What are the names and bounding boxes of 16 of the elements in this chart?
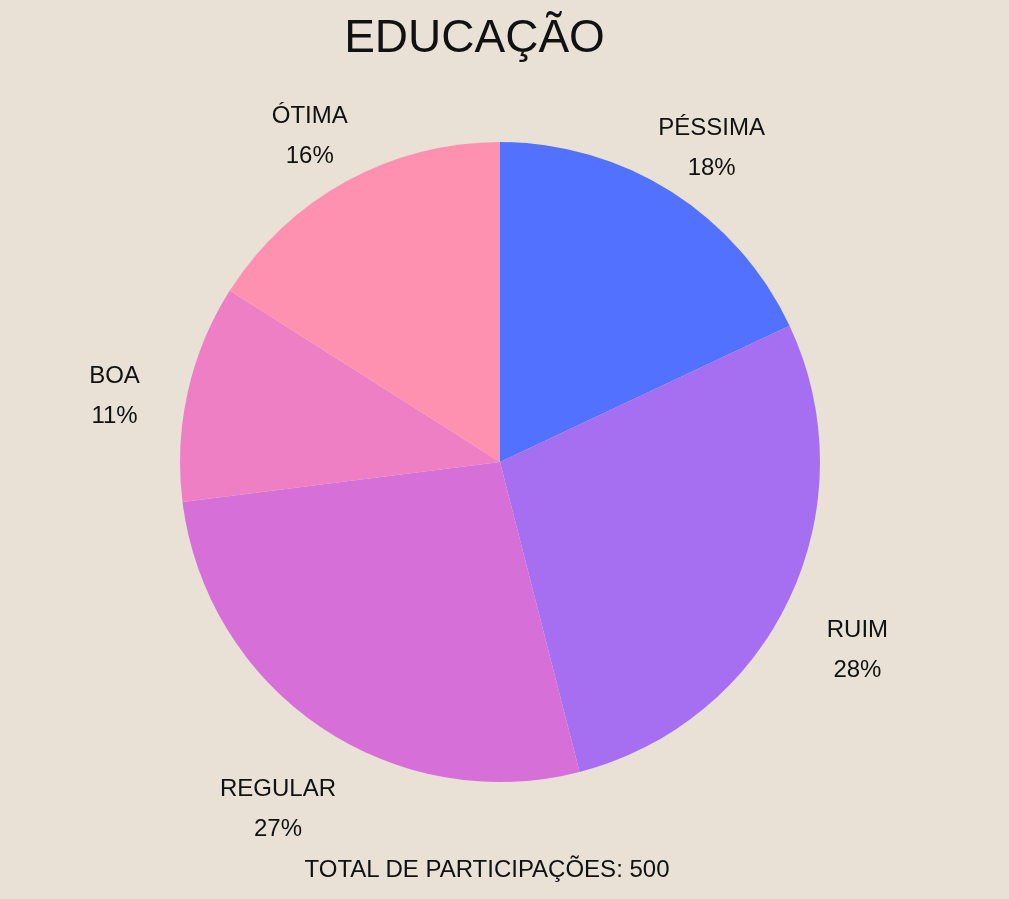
- pie-slice: [500, 142, 790, 462]
- slice-label: RUIM: [826, 615, 889, 643]
- text: TOTAL DE PARTICIPAÇÕES: 500: [304, 855, 670, 882]
- pie-slice: [229, 142, 500, 462]
- data-label: 11%: [91, 400, 138, 428]
- slice-label: ÓTIMA: [271, 100, 348, 128]
- data-label: 27%: [253, 813, 302, 841]
- pie-slice: [180, 290, 500, 503]
- pie-slice: [500, 325, 820, 772]
- slice-label: PÉSSIMA: [658, 113, 765, 141]
- data-label: 18%: [687, 153, 736, 181]
- data-label: 16%: [285, 140, 334, 168]
- chart-title: EDUCAÇÃO: [344, 10, 605, 62]
- data-label: 28%: [833, 655, 882, 683]
- slice-label: REGULAR: [219, 773, 336, 801]
- slice-label: BOA: [89, 360, 140, 388]
